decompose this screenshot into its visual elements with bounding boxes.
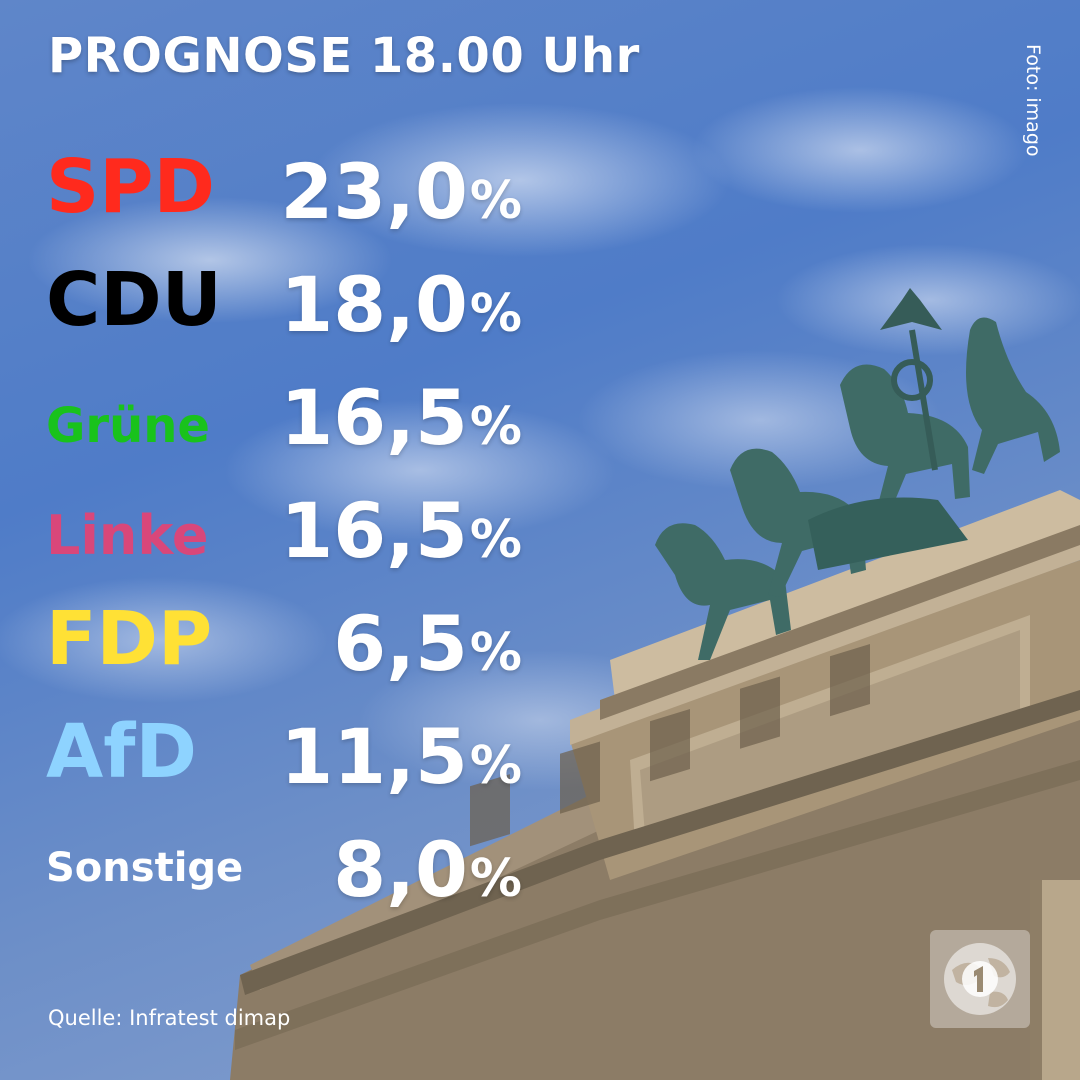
party-percentage: 8,0% [333,832,522,908]
party-name: CDU [46,257,222,343]
percent-sign: % [469,284,522,344]
party-percentage: 16,5% [280,380,522,456]
percent-sign: % [469,397,522,457]
party-name: FDP [46,596,213,682]
party-percentage: 11,5% [280,719,522,795]
percent-sign: % [469,171,522,231]
party-name: Linke [46,504,209,567]
percentage-number: 11,5 [280,712,468,801]
party-percentage: 16,5% [280,493,522,569]
result-row-grüne: Grüne 16,5% [0,354,560,464]
result-row-linke: Linke 16,5% [0,467,560,577]
party-name: AfD [46,709,197,795]
percent-sign: % [469,623,522,683]
percentage-number: 6,5 [333,599,468,688]
result-row-fdp: FDP 6,5% [0,580,560,690]
percentage-number: 18,0 [280,260,468,349]
percentage-number: 8,0 [333,825,468,914]
photo-credit: Foto: imago [1022,44,1044,157]
result-row-afd: AfD 11,5% [0,693,560,803]
percentage-number: 23,0 [280,147,468,236]
percent-sign: % [469,849,522,909]
result-row-sonstige: Sonstige 8,0% [0,806,560,916]
party-percentage: 23,0% [280,154,522,230]
percent-sign: % [469,510,522,570]
party-name: Grüne [46,398,210,454]
party-percentage: 18,0% [280,267,522,343]
page-title: PROGNOSE 18.00 Uhr [48,28,640,84]
party-name: SPD [46,144,215,230]
percent-sign: % [469,736,522,796]
source-note: Quelle: Infratest dimap [48,1006,291,1030]
percentage-number: 16,5 [280,373,468,462]
percentage-number: 16,5 [280,486,468,575]
party-name: Sonstige [46,845,244,891]
ard-globe-logo-icon [930,930,1030,1028]
party-percentage: 6,5% [333,606,522,682]
result-row-cdu: CDU 18,0% [0,241,560,351]
result-row-spd: SPD 23,0% [0,128,560,238]
